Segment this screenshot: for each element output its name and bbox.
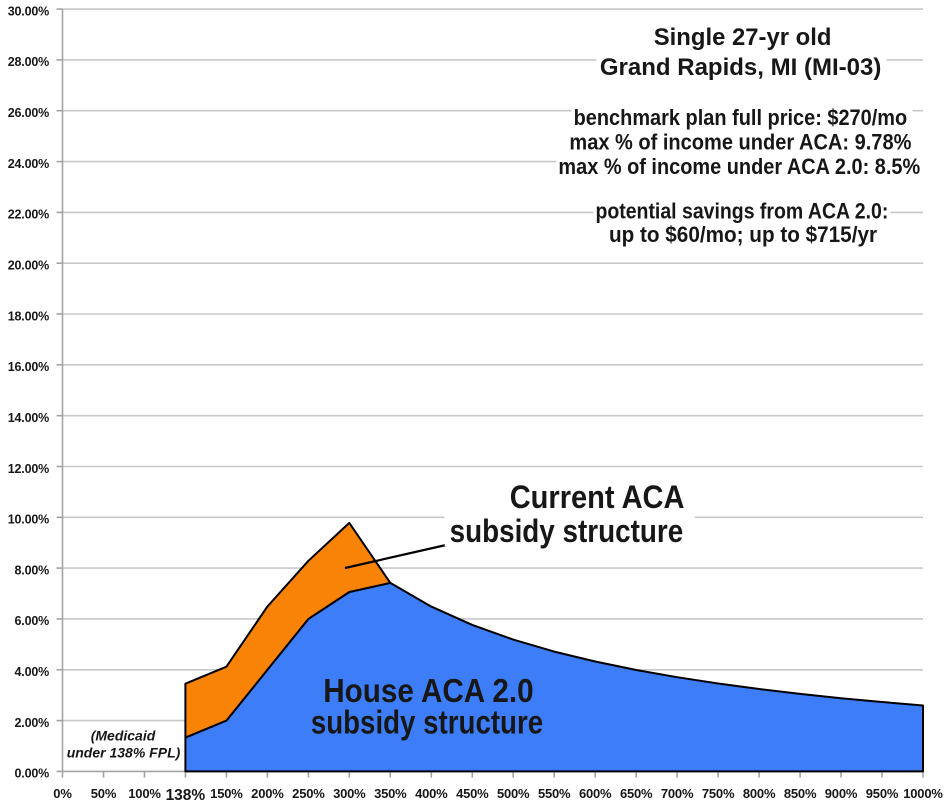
svg-text:12.00%: 12.00% bbox=[8, 462, 49, 476]
svg-text:28.00%: 28.00% bbox=[8, 55, 49, 69]
svg-text:1000%: 1000% bbox=[903, 786, 943, 801]
svg-text:250%: 250% bbox=[292, 786, 325, 801]
svg-text:200%: 200% bbox=[251, 786, 284, 801]
svg-text:100%: 100% bbox=[128, 786, 161, 801]
svg-text:24.00%: 24.00% bbox=[8, 157, 49, 171]
svg-text:Grand Rapids, MI (MI-03): Grand Rapids, MI (MI-03) bbox=[600, 54, 882, 81]
svg-text:0.00%: 0.00% bbox=[15, 767, 50, 781]
svg-text:500%: 500% bbox=[497, 786, 530, 801]
svg-text:16.00%: 16.00% bbox=[8, 360, 49, 374]
svg-text:14.00%: 14.00% bbox=[8, 411, 49, 425]
svg-text:850%: 850% bbox=[784, 786, 817, 801]
svg-text:138%: 138% bbox=[166, 787, 206, 804]
svg-text:22.00%: 22.00% bbox=[8, 208, 49, 222]
svg-text:900%: 900% bbox=[825, 786, 858, 801]
svg-text:650%: 650% bbox=[620, 786, 653, 801]
svg-text:450%: 450% bbox=[456, 786, 489, 801]
svg-text:max % of income under ACA 2.0:: max % of income under ACA 2.0: 8.5% bbox=[558, 154, 920, 179]
svg-text:150%: 150% bbox=[210, 786, 243, 801]
svg-text:30.00%: 30.00% bbox=[8, 4, 49, 18]
svg-text:8.00%: 8.00% bbox=[15, 563, 50, 577]
svg-text:750%: 750% bbox=[702, 786, 735, 801]
svg-text:Current ACA: Current ACA bbox=[510, 479, 685, 515]
svg-text:700%: 700% bbox=[661, 786, 694, 801]
svg-text:550%: 550% bbox=[538, 786, 571, 801]
svg-text:2.00%: 2.00% bbox=[15, 716, 50, 730]
svg-text:subsidy structure: subsidy structure bbox=[311, 705, 543, 742]
svg-text:18.00%: 18.00% bbox=[8, 309, 49, 323]
svg-text:House ACA 2.0: House ACA 2.0 bbox=[323, 673, 533, 710]
svg-text:6.00%: 6.00% bbox=[15, 614, 50, 628]
svg-text:950%: 950% bbox=[866, 786, 899, 801]
svg-text:potential savings from ACA 2.0: potential savings from ACA 2.0: bbox=[595, 199, 888, 224]
svg-text:4.00%: 4.00% bbox=[15, 665, 50, 679]
svg-text:350%: 350% bbox=[374, 786, 407, 801]
svg-text:0%: 0% bbox=[53, 786, 72, 801]
svg-text:max % of income under ACA: 9.7: max % of income under ACA: 9.78% bbox=[569, 130, 911, 155]
svg-text:50%: 50% bbox=[91, 786, 117, 801]
svg-text:400%: 400% bbox=[415, 786, 448, 801]
svg-text:benchmark plan full price: $27: benchmark plan full price: $270/mo bbox=[574, 105, 908, 130]
svg-text:26.00%: 26.00% bbox=[8, 106, 49, 120]
svg-text:20.00%: 20.00% bbox=[8, 259, 49, 273]
svg-text:subsidy structure: subsidy structure bbox=[450, 513, 684, 549]
svg-text:up to $60/mo; up to $715/yr: up to $60/mo; up to $715/yr bbox=[609, 222, 877, 247]
svg-text:800%: 800% bbox=[743, 786, 776, 801]
svg-text:600%: 600% bbox=[579, 786, 612, 801]
svg-text:(Medicaid: (Medicaid bbox=[91, 728, 156, 744]
svg-text:Single 27-yr old: Single 27-yr old bbox=[654, 24, 832, 51]
svg-text:300%: 300% bbox=[333, 786, 366, 801]
svg-text:10.00%: 10.00% bbox=[8, 513, 49, 527]
svg-text:under 138% FPL): under 138% FPL) bbox=[67, 745, 181, 761]
